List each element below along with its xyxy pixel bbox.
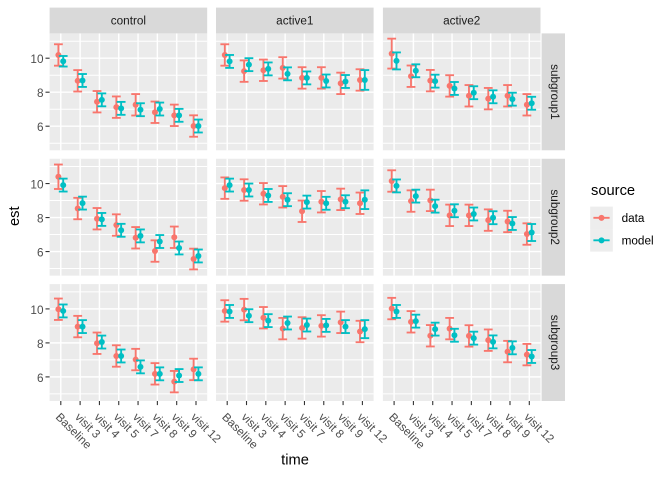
svg-text:control: control <box>111 15 146 28</box>
svg-text:8: 8 <box>37 212 44 225</box>
svg-text:8: 8 <box>37 338 44 351</box>
svg-text:subgroup1: subgroup1 <box>548 64 561 120</box>
svg-text:source: source <box>591 183 635 199</box>
svg-text:data: data <box>622 212 645 225</box>
svg-text:10: 10 <box>30 53 44 66</box>
svg-text:subgroup2: subgroup2 <box>548 189 561 245</box>
svg-text:8: 8 <box>37 87 44 100</box>
svg-text:subgroup3: subgroup3 <box>548 315 561 371</box>
svg-text:time: time <box>281 453 309 469</box>
svg-text:10: 10 <box>30 178 44 191</box>
svg-text:est: est <box>7 206 23 226</box>
svg-text:6: 6 <box>37 246 44 259</box>
svg-text:10: 10 <box>30 304 44 317</box>
svg-text:active1: active1 <box>276 15 313 28</box>
svg-text:6: 6 <box>37 121 44 134</box>
svg-text:active2: active2 <box>443 15 480 28</box>
svg-text:6: 6 <box>37 372 44 385</box>
svg-text:model: model <box>622 235 654 248</box>
